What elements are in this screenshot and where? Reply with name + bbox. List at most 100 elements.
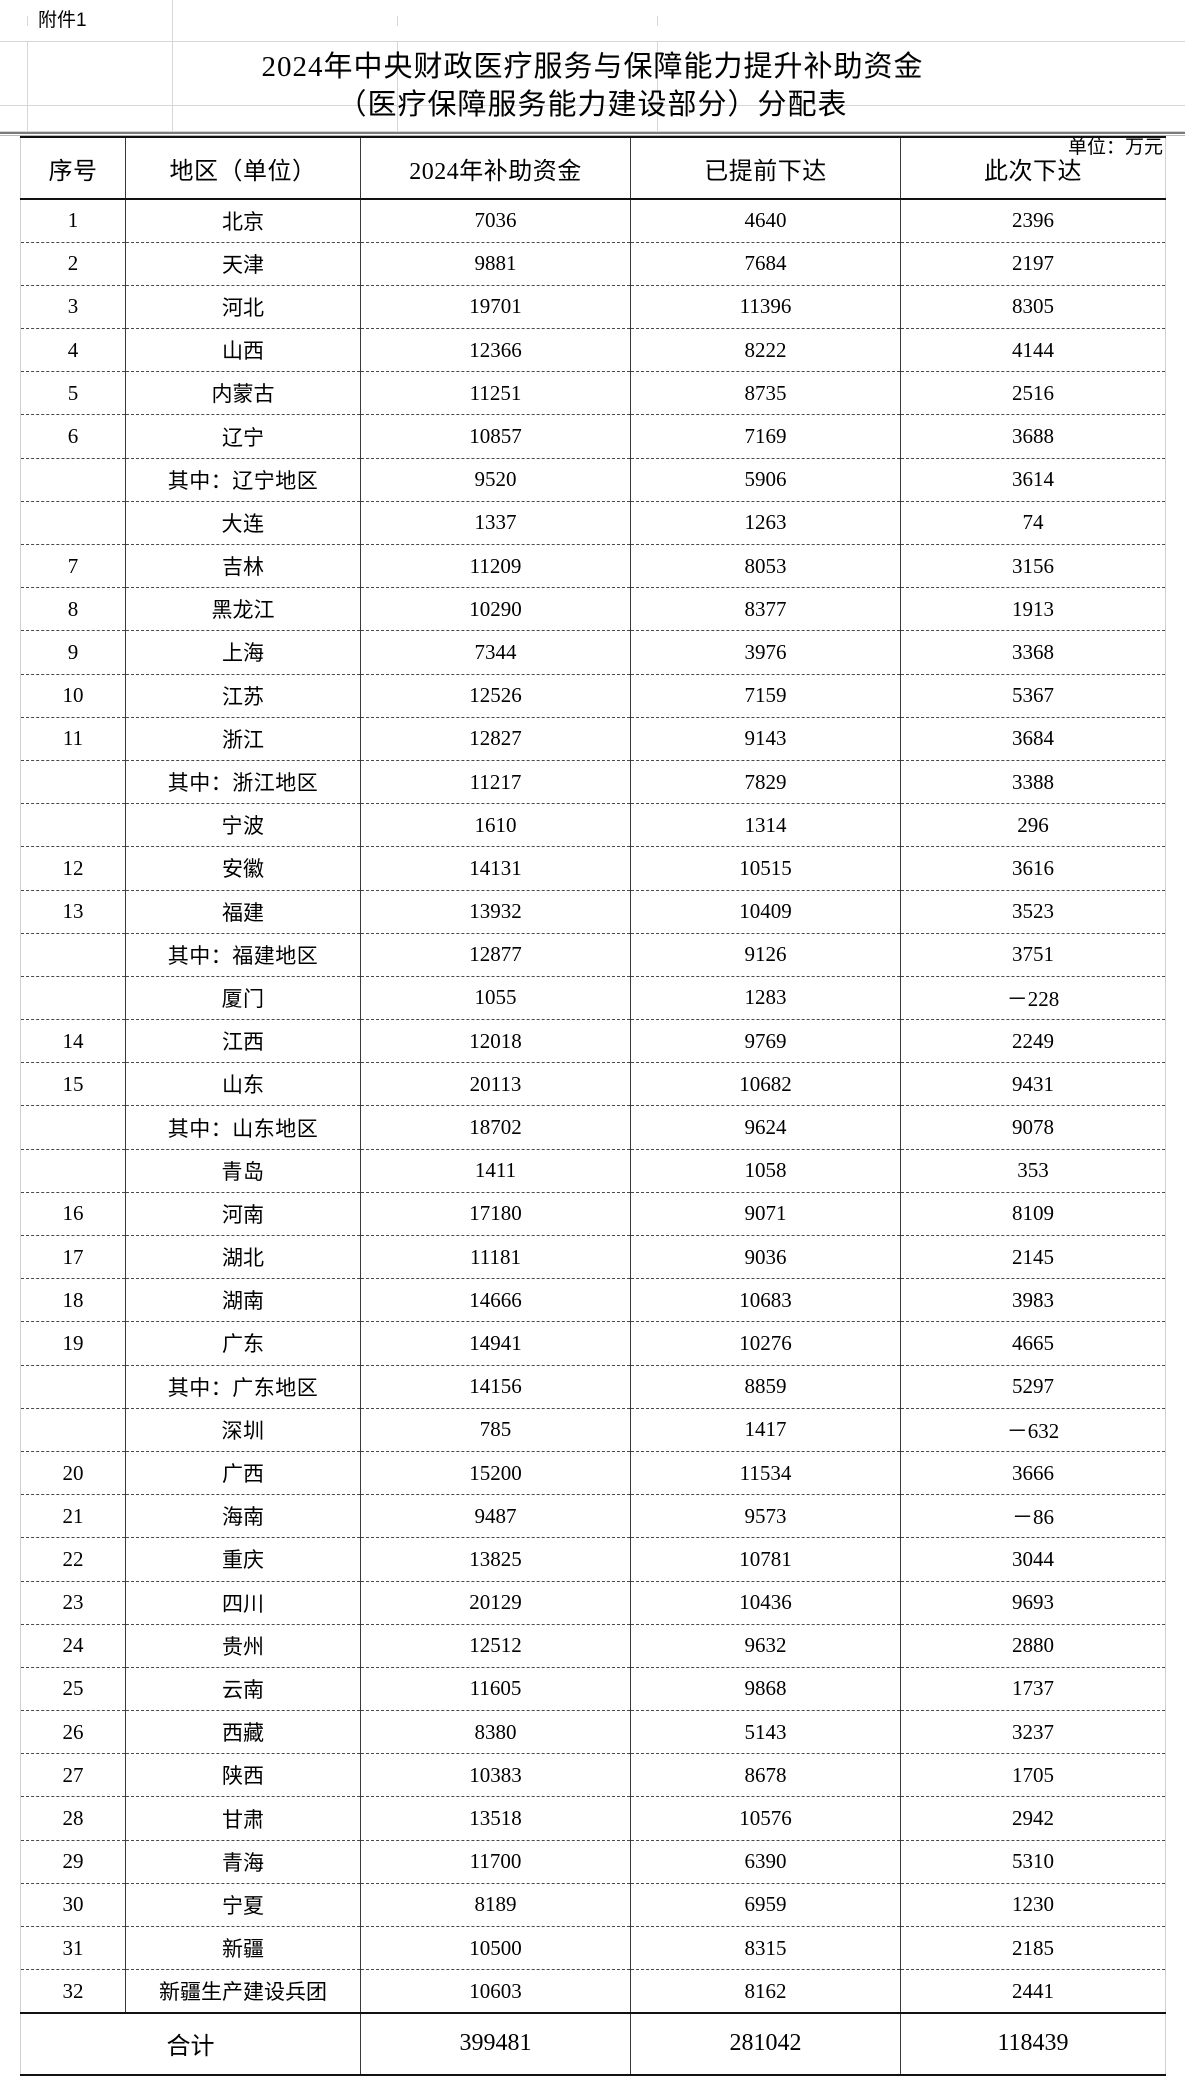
table-row: 12 安徽 14131 10515 3616 (20, 846, 1166, 891)
cell-fund: 12526 (360, 674, 631, 718)
cell-fund: 1610 (360, 803, 631, 848)
cell-advance: 10515 (630, 846, 901, 891)
cell-area: 其中：辽宁地区 (125, 458, 361, 502)
cell-this: 1230 (900, 1883, 1166, 1928)
cell-area: 山东 (125, 1062, 361, 1107)
cell-advance: 8315 (630, 1926, 901, 1971)
cell-fund: 20113 (360, 1062, 631, 1107)
table-row: 24 贵州 12512 9632 2880 (20, 1624, 1166, 1668)
cell-this: 2880 (900, 1624, 1166, 1668)
cell-area: 山西 (125, 328, 361, 373)
cell-area: 内蒙古 (125, 371, 361, 416)
cell-no (20, 1149, 126, 1193)
table-row: 其中：山东地区 18702 9624 9078 (20, 1105, 1166, 1150)
cell-this: 296 (900, 803, 1166, 848)
cell-area: 上海 (125, 630, 361, 675)
cell-advance: 8053 (630, 544, 901, 589)
cell-area: 海南 (125, 1494, 361, 1539)
masthead-divider (0, 132, 1185, 136)
total-fund: 399481 (360, 2012, 631, 2076)
table-row: 其中：福建地区 12877 9126 3751 (20, 933, 1166, 977)
cell-advance: 7684 (630, 242, 901, 286)
cell-this: 3388 (900, 760, 1166, 805)
grid-cell-c3 (173, 106, 398, 131)
cell-this: 2145 (900, 1235, 1166, 1280)
cell-fund: 10603 (360, 1969, 631, 2014)
table-row: 6 辽宁 10857 7169 3688 (20, 414, 1166, 459)
table-row: 26 西藏 8380 5143 3237 (20, 1710, 1166, 1755)
cell-fund: 1411 (360, 1149, 631, 1193)
table-row: 27 陕西 10383 8678 1705 (20, 1753, 1166, 1798)
table-body: 1 北京 7036 4640 2396 2 天津 9881 7684 2197 3 河北 19701 11… (20, 199, 1166, 2014)
table-row: 28 甘肃 13518 10576 2942 (20, 1796, 1166, 1841)
table-row: 20 广西 15200 11534 3666 (20, 1451, 1166, 1496)
cell-fund: 12366 (360, 328, 631, 373)
cell-this: 5367 (900, 674, 1166, 718)
attachment-label-cell: 附件1 (28, 0, 173, 42)
cell-fund: 1337 (360, 501, 631, 546)
table-row: 7 吉林 11209 8053 3156 (20, 544, 1166, 589)
cell-no (20, 1408, 126, 1452)
cell-this: 2516 (900, 371, 1166, 416)
cell-this: 4144 (900, 328, 1166, 373)
allocation-table-frame: 序号 地区（单位） 2024年补助资金 已提前下达 此次下达 1 北京 7036 46… (0, 136, 1185, 2076)
cell-this: 2441 (900, 1969, 1166, 2014)
table-row: 厦门 1055 1283 －228 (20, 976, 1166, 1021)
cell-area: 安徽 (125, 846, 361, 891)
cell-area: 河北 (125, 285, 361, 330)
cell-this: 5297 (900, 1365, 1166, 1409)
grid-cell-c1 (173, 15, 398, 26)
title-row (0, 42, 1185, 106)
cell-area: 青海 (125, 1840, 361, 1884)
cell-no: 6 (20, 414, 126, 459)
cell-area: 其中：山东地区 (125, 1105, 361, 1150)
cell-no: 5 (20, 371, 126, 416)
cell-fund: 11251 (360, 371, 631, 416)
cell-advance: 8222 (630, 328, 901, 373)
cell-advance: 9143 (630, 717, 901, 761)
cell-advance: 4640 (630, 199, 901, 243)
table-row: 5 内蒙古 11251 8735 2516 (20, 371, 1166, 416)
cell-no (20, 1365, 126, 1409)
cell-area: 湖北 (125, 1235, 361, 1280)
table-row: 22 重庆 13825 10781 3044 (20, 1537, 1166, 1582)
cell-no: 15 (20, 1062, 126, 1107)
cell-no: 30 (20, 1883, 126, 1928)
grid-cell-d2 (398, 42, 658, 105)
cell-no: 8 (20, 587, 126, 632)
cell-area: 其中：福建地区 (125, 933, 361, 977)
cell-advance: 9071 (630, 1192, 901, 1237)
cell-this: 2942 (900, 1796, 1166, 1841)
cell-fund: 7036 (360, 199, 631, 243)
cell-this: 2197 (900, 242, 1166, 286)
cell-advance: 8377 (630, 587, 901, 632)
cell-no: 17 (20, 1235, 126, 1280)
cell-area: 云南 (125, 1667, 361, 1712)
table-row: 1 北京 7036 4640 2396 (20, 199, 1166, 243)
cell-advance: 8859 (630, 1365, 901, 1409)
table-head: 序号 地区（单位） 2024年补助资金 已提前下达 此次下达 (20, 136, 1166, 200)
attachment-label: 附件1 (38, 9, 87, 31)
cell-this: 3983 (900, 1278, 1166, 1323)
cell-fund: 7344 (360, 630, 631, 675)
cell-this: 3688 (900, 414, 1166, 459)
cell-advance: 8162 (630, 1969, 901, 2014)
cell-area: 广西 (125, 1451, 361, 1496)
cell-this: －228 (900, 976, 1166, 1021)
cell-this: 3684 (900, 717, 1166, 761)
grid-cell-a3 (0, 106, 28, 131)
col-header-area: 地区（单位） (125, 136, 361, 200)
cell-fund: 12018 (360, 1019, 631, 1064)
grid-cell-e2 (658, 42, 1185, 105)
cell-advance: 11534 (630, 1451, 901, 1496)
cell-area: 辽宁 (125, 414, 361, 459)
cell-area: 陕西 (125, 1753, 361, 1798)
cell-this: 3044 (900, 1537, 1166, 1582)
cell-this: 8109 (900, 1192, 1166, 1237)
cell-area: 北京 (125, 199, 361, 243)
total-this: 118439 (900, 2012, 1166, 2076)
cell-advance: 10576 (630, 1796, 901, 1841)
cell-no: 9 (20, 630, 126, 675)
total-label: 合计 (20, 2012, 361, 2076)
table-row: 大连 1337 1263 74 (20, 501, 1166, 546)
